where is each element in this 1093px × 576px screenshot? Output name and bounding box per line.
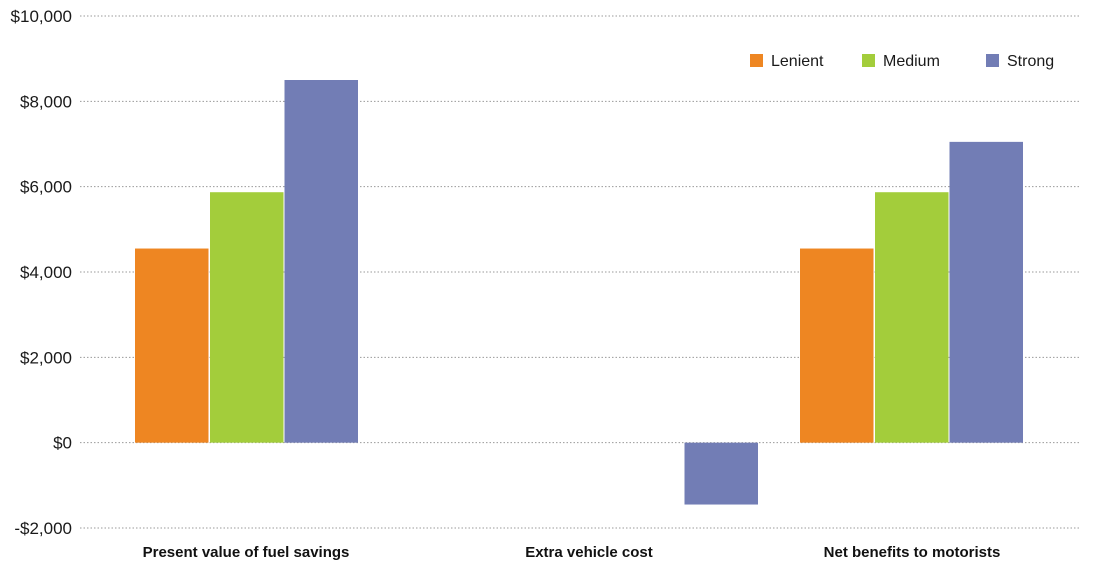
y-tick-label: $6,000	[20, 178, 72, 197]
bar-lenient	[135, 248, 209, 443]
legend-label-medium: Medium	[883, 53, 940, 70]
y-tick-label: -$2,000	[14, 519, 72, 538]
legend-label-strong: Strong	[1007, 53, 1054, 70]
legend-label-lenient: Lenient	[771, 53, 824, 70]
legend: Lenient Medium Strong	[750, 53, 1054, 70]
bar-medium	[875, 192, 949, 443]
legend-swatch-medium	[862, 54, 875, 67]
bar-medium	[210, 192, 284, 443]
legend-swatch-lenient	[750, 54, 763, 67]
y-tick-label: $2,000	[20, 348, 72, 367]
y-tick-label: $4,000	[20, 263, 72, 282]
y-tick-label: $8,000	[20, 92, 72, 111]
bars	[135, 80, 1023, 505]
bar-strong	[684, 442, 758, 505]
y-axis-tick-labels: -$2,000 $0 $2,000 $4,000 $6,000 $8,000 $10,000	[11, 7, 72, 538]
y-tick-label: $10,000	[11, 7, 72, 26]
category-label: Extra vehicle cost	[525, 544, 653, 561]
category-label: Net benefits to motorists	[824, 544, 1001, 561]
y-tick-label: $0	[53, 434, 72, 453]
category-label: Present value of fuel savings	[143, 544, 350, 561]
bar-lenient	[800, 248, 874, 443]
legend-swatch-strong	[986, 54, 999, 67]
bar-strong	[284, 80, 358, 443]
x-axis-category-labels: Present value of fuel savings Extra vehic…	[143, 544, 1001, 561]
bar-strong	[949, 141, 1023, 443]
